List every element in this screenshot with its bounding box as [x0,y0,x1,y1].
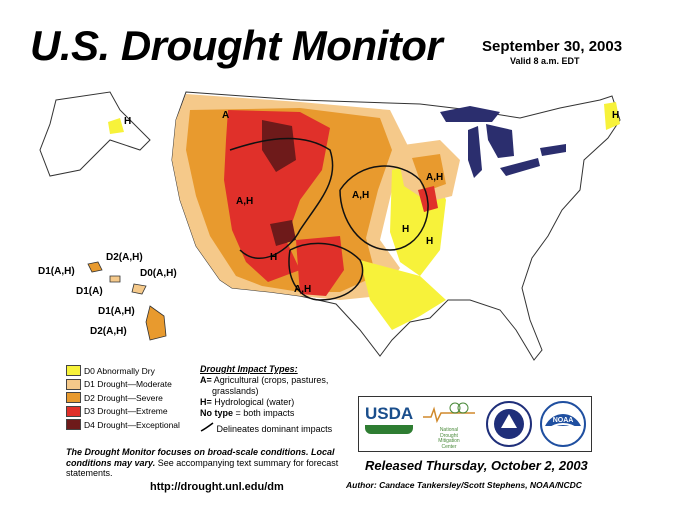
impact-heading: Drought Impact Types: [200,364,298,374]
impact-types: Drought Impact Types: A= Agricultural (c… [200,364,332,435]
impact-line-text: Delineates dominant impacts [216,424,333,434]
lake-michigan [468,126,482,178]
ndmc-logo: National Drought Mitigation Center [421,401,477,449]
lake-superior [440,106,500,122]
ndmc-line-3: Mitigation [438,438,460,444]
hawaii-kauai [87,261,103,273]
legend-item-d3: D3 Drought—Extreme [66,405,180,419]
ndmc-line-1: National [439,427,459,433]
label-hi-6: D2(A,H) [90,326,127,337]
footnote-rest: See accompanying text summary for foreca… [66,457,339,479]
impact-line-icon [200,422,214,432]
impact-line-plains [339,165,429,251]
hawaii-oahu [109,275,121,283]
d4-region [262,120,296,172]
legend-swatch-d0 [66,365,81,377]
noaa-logo-text: NOAA [553,417,574,424]
lake-erie [500,158,540,176]
drought-url-link[interactable]: http://drought.unl.edu/dm [150,481,284,493]
hawaii-big-island [145,305,167,341]
footnote-bold: The Drought Monitor focuses on broad-sca… [66,447,335,468]
map-date: September 30, 2003 [482,38,623,55]
partner-logos: USDA National Drought Mitigation Center … [358,396,592,452]
legend-swatch-d3 [66,405,81,417]
label-hi-2: D1(A,H) [38,266,75,277]
legend-label-d4: D4 Drought—Exceptional [84,419,180,430]
hawaii-maui [131,283,147,295]
d2-region-midwest [412,154,446,192]
legend-label-d2: D2 Drought—Severe [84,392,163,403]
author-names: Candace Tankersley/Scott Stephens, NOAA/… [379,480,582,490]
d3-region [224,110,330,282]
label-hi-5: D1(A,H) [98,306,135,317]
ndmc-line-2: Drought [440,432,458,439]
label-mo-2: H [426,236,434,247]
alaska-d0 [108,118,124,134]
impact-a-text-2: grasslands) [212,386,259,396]
legend-swatch-d1 [66,378,81,390]
label-hi-3: D0(A,H) [140,268,177,279]
impact-line-south [288,242,364,301]
d3-region-nm [296,236,344,296]
d4-region-2 [270,220,296,246]
legend-item-d0: D0 Abnormally Dry [66,364,180,378]
impact-no-text: = both impacts [235,408,295,418]
label-northwest: A [222,110,230,121]
legend-label-d1: D1 Drought—Moderate [84,379,172,390]
label-nm: A,H [294,284,312,295]
label-mo-1: H [402,224,410,235]
label-northeast: H [612,110,620,121]
legend-swatch-d4 [66,419,81,431]
usda-logo: USDA [365,405,413,441]
usda-logo-text: USDA [365,404,414,423]
ndmc-tree-icon [423,402,475,424]
legend-item-d4: D4 Drought—Exceptional [66,418,180,432]
legend-item-d1: D1 Drought—Moderate [66,378,180,392]
legend-swatch-d2 [66,392,81,404]
d0-region-maine [604,102,620,130]
label-hi-4: D1(A) [76,286,103,297]
label-hi-1: D2(A,H) [106,252,143,263]
label-az: H [270,252,278,263]
label-mn: A,H [426,172,444,183]
author-line: Author: Candace Tankersley/Scott Stephen… [346,480,582,490]
label-idaho: A,H [236,196,254,207]
release-date: Released Thursday, October 2, 2003 [365,458,588,473]
label-sd: A,H [352,190,370,201]
d0-region-texas [360,260,446,330]
impact-line-west [229,137,334,260]
noaa-logo-icon: NOAA [540,401,586,447]
author-label: Author: [346,480,377,490]
legend-label-d3: D3 Drought—Extreme [84,406,168,417]
impact-a-text: Agricultural (crops, pastures, [213,375,329,385]
commerce-seal-icon [486,401,532,447]
impact-no-key: No type [200,408,234,418]
footnote: The Drought Monitor focuses on broad-sca… [66,447,356,479]
lake-ontario [540,144,566,156]
label-alaska: H [124,116,132,127]
legend-item-d2: D2 Drought—Severe [66,391,180,405]
ndmc-line-4: Center [441,443,457,450]
impact-h-text: Hydrological (water) [214,397,295,407]
lake-huron [486,124,514,158]
impact-h-key: H= [200,397,212,407]
impact-a-key: A= [200,375,212,385]
valid-time: Valid 8 a.m. EDT [510,56,580,66]
alaska-outline [39,91,151,177]
legend: D0 Abnormally Dry D1 Drought—Moderate D2… [66,364,180,432]
map-title: U.S. Drought Monitor [30,22,443,69]
legend-label-d0: D0 Abnormally Dry [84,365,155,376]
